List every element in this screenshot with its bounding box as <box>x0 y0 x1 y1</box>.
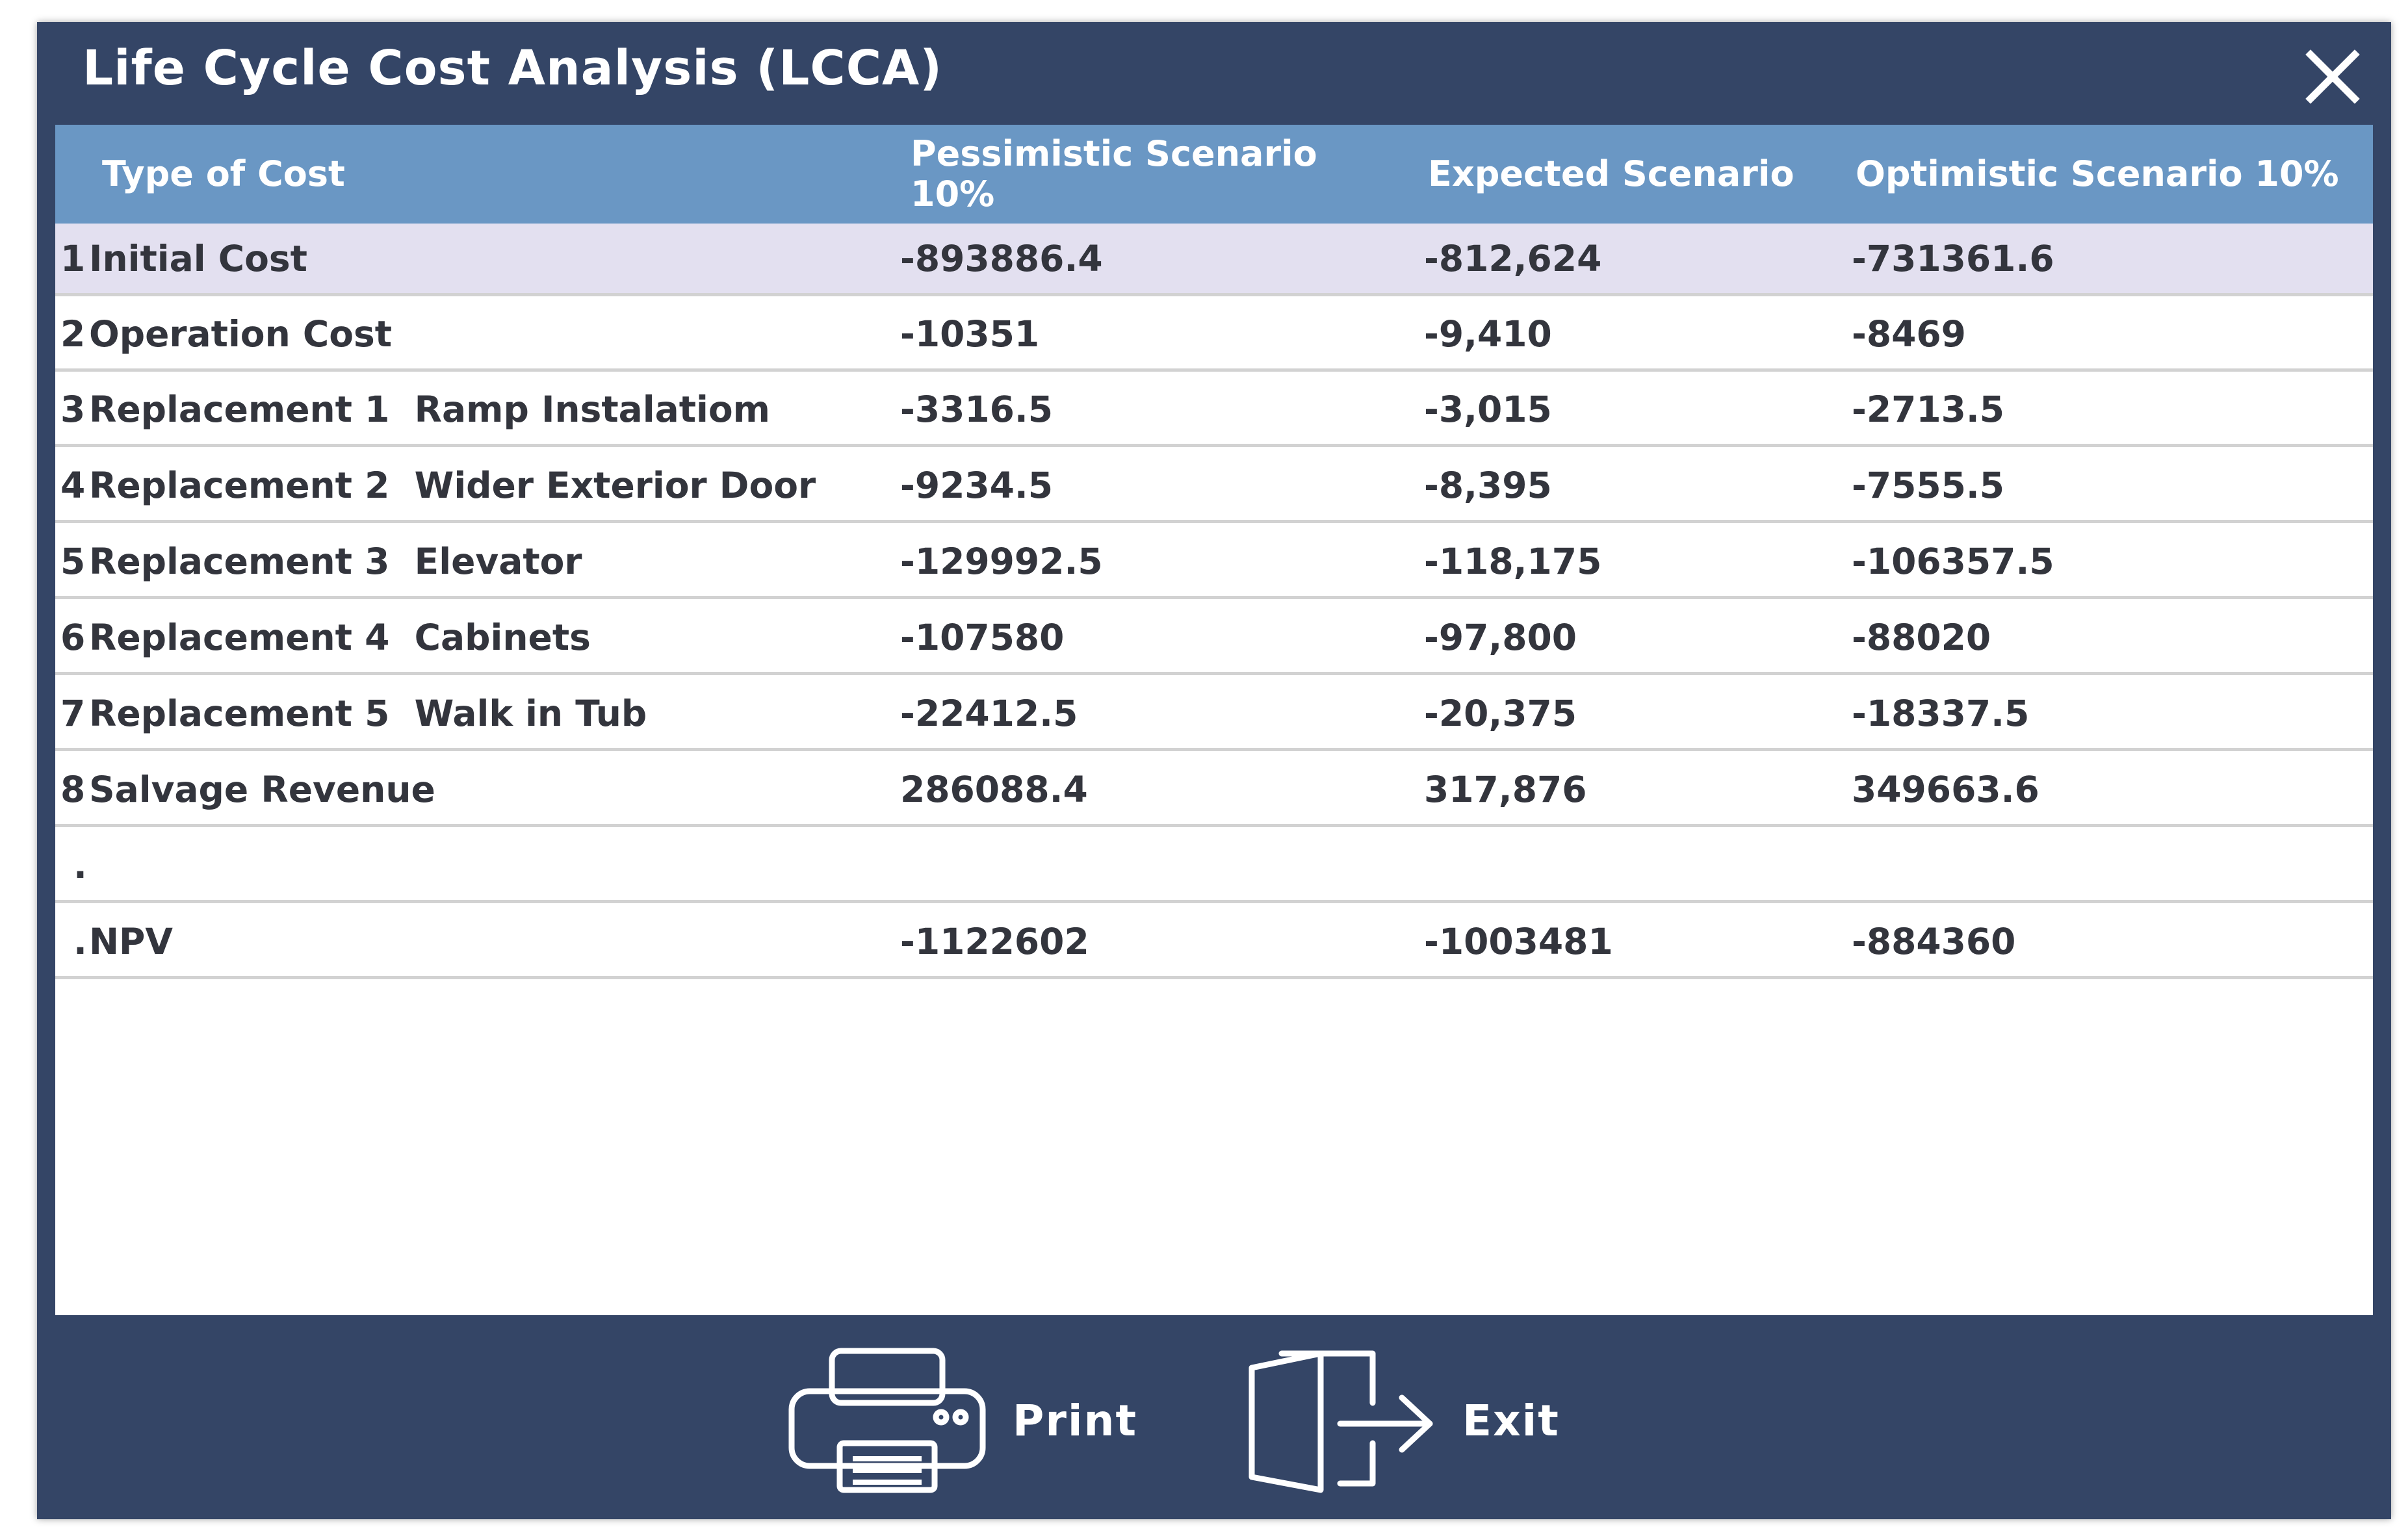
exit-button[interactable]: Exit <box>1243 1342 1560 1498</box>
cell-expected: -118,175 <box>1424 540 1602 582</box>
table-row[interactable]: 3 Replacement 1 Ramp Instalatiom -3316.5 … <box>55 374 2373 447</box>
cell-type: . NPV <box>60 906 173 976</box>
cost-type: Replacement 5 Walk in Tub <box>89 692 647 734</box>
cell-optimistic: -18337.5 <box>1852 692 2030 734</box>
cell-expected: -812,624 <box>1424 237 1602 279</box>
cell-optimistic: -2713.5 <box>1852 388 2005 430</box>
table-row[interactable]: 6 Replacement 4 Cabinets -107580 -97,800 … <box>55 602 2373 675</box>
cell-type: 6 Replacement 4 Cabinets <box>60 602 591 672</box>
close-button[interactable] <box>2305 49 2360 104</box>
cell-pessimistic: -9234.5 <box>900 464 1054 506</box>
column-header-expected[interactable]: Expected Scenario <box>1428 153 1794 194</box>
lcca-dialog: Life Cycle Cost Analysis (LCCA) Type of … <box>37 22 2391 1519</box>
row-index: 4 <box>60 464 86 506</box>
cell-optimistic: -106357.5 <box>1852 540 2054 582</box>
table-row[interactable]: 1 Initial Cost -893886.4 -812,624 -731361… <box>55 224 2373 296</box>
cell-pessimistic: -129992.5 <box>900 540 1103 582</box>
cell-expected: -20,375 <box>1424 692 1577 734</box>
column-header-pessimistic-line1: Pessimistic Scenario <box>911 133 1317 174</box>
printer-icon <box>788 1348 986 1493</box>
row-index: . <box>73 920 87 962</box>
dialog-title: Life Cycle Cost Analysis (LCCA) <box>83 40 943 96</box>
print-button[interactable]: Print <box>786 1342 1137 1498</box>
print-label: Print <box>1013 1395 1138 1446</box>
column-header-pessimistic-line2: 10% <box>911 173 995 214</box>
column-header-pessimistic[interactable]: Pessimistic Scenario 10% <box>911 125 1317 224</box>
cell-expected: -97,800 <box>1424 616 1577 658</box>
cell-type: 2 Operation Cost <box>60 299 392 368</box>
exit-door-icon <box>1249 1350 1433 1493</box>
column-header-type[interactable]: Type of Cost <box>102 153 345 194</box>
cost-type: Replacement 3 Elevator <box>89 540 582 582</box>
row-index: 2 <box>60 313 86 355</box>
cell-pessimistic: -1122602 <box>900 920 1089 962</box>
cell-pessimistic: -22412.5 <box>900 692 1078 734</box>
cell-type: 5 Replacement 3 Elevator <box>60 526 582 596</box>
row-index: 5 <box>60 540 86 582</box>
cost-type: NPV <box>89 920 173 962</box>
row-index: 1 <box>60 237 86 279</box>
row-index: . <box>73 844 87 886</box>
cell-optimistic: 349663.6 <box>1852 768 2039 810</box>
close-icon <box>2305 49 2360 104</box>
row-index: 7 <box>60 692 86 734</box>
cell-pessimistic: -107580 <box>900 616 1065 658</box>
cost-type: Initial Cost <box>89 237 307 279</box>
cell-type: 7 Replacement 5 Walk in Tub <box>60 678 647 748</box>
cell-optimistic: -731361.6 <box>1852 237 2054 279</box>
cell-optimistic: -884360 <box>1852 920 2016 962</box>
row-index: 3 <box>60 388 86 430</box>
exit-label: Exit <box>1462 1395 1560 1446</box>
cell-type: 8 Salvage Revenue <box>60 754 435 824</box>
cell-expected: -1003481 <box>1424 920 1613 962</box>
cost-type: Replacement 1 Ramp Instalatiom <box>89 388 770 430</box>
cell-pessimistic: -893886.4 <box>900 237 1103 279</box>
cell-pessimistic: -10351 <box>900 313 1040 355</box>
cell-pessimistic: -3316.5 <box>900 388 1054 430</box>
cost-type: Salvage Revenue <box>89 768 435 810</box>
table-row[interactable]: 2 Operation Cost -10351 -9,410 -8469 <box>55 299 2373 372</box>
column-header-optimistic[interactable]: Optimistic Scenario 10% <box>1856 153 2339 194</box>
row-index: 8 <box>60 768 86 810</box>
cell-optimistic: -88020 <box>1852 616 1991 658</box>
cell-type: . <box>60 830 102 900</box>
table-row[interactable]: . <box>55 830 2373 903</box>
cell-expected: -9,410 <box>1424 313 1552 355</box>
cell-type: 4 Replacement 2 Wider Exterior Door <box>60 450 816 520</box>
table-row[interactable]: 5 Replacement 3 Elevator -129992.5 -118,1… <box>55 526 2373 599</box>
table-row[interactable]: 7 Replacement 5 Walk in Tub -22412.5 -20,… <box>55 678 2373 751</box>
row-index: 6 <box>60 616 86 658</box>
table-row[interactable]: . NPV -1122602 -1003481 -884360 <box>55 906 2373 979</box>
cell-type: 1 Initial Cost <box>60 224 307 293</box>
cell-expected: -8,395 <box>1424 464 1552 506</box>
table-row[interactable]: 4 Replacement 2 Wider Exterior Door -9234… <box>55 450 2373 523</box>
cell-type: 3 Replacement 1 Ramp Instalatiom <box>60 374 770 444</box>
cost-type: Replacement 4 Cabinets <box>89 616 591 658</box>
results-table: Type of Cost Pessimistic Scenario 10% Ex… <box>55 125 2373 1315</box>
cost-type: Operation Cost <box>89 313 393 355</box>
cell-optimistic: -7555.5 <box>1852 464 2005 506</box>
table-row[interactable]: 8 Salvage Revenue 286088.4 317,876 349663… <box>55 754 2373 827</box>
table-header: Type of Cost Pessimistic Scenario 10% Ex… <box>55 125 2373 224</box>
cell-optimistic: -8469 <box>1852 313 1966 355</box>
cell-expected: 317,876 <box>1424 768 1587 810</box>
cell-pessimistic: 286088.4 <box>900 768 1088 810</box>
cost-type: Replacement 2 Wider Exterior Door <box>89 464 816 506</box>
cell-expected: -3,015 <box>1424 388 1552 430</box>
